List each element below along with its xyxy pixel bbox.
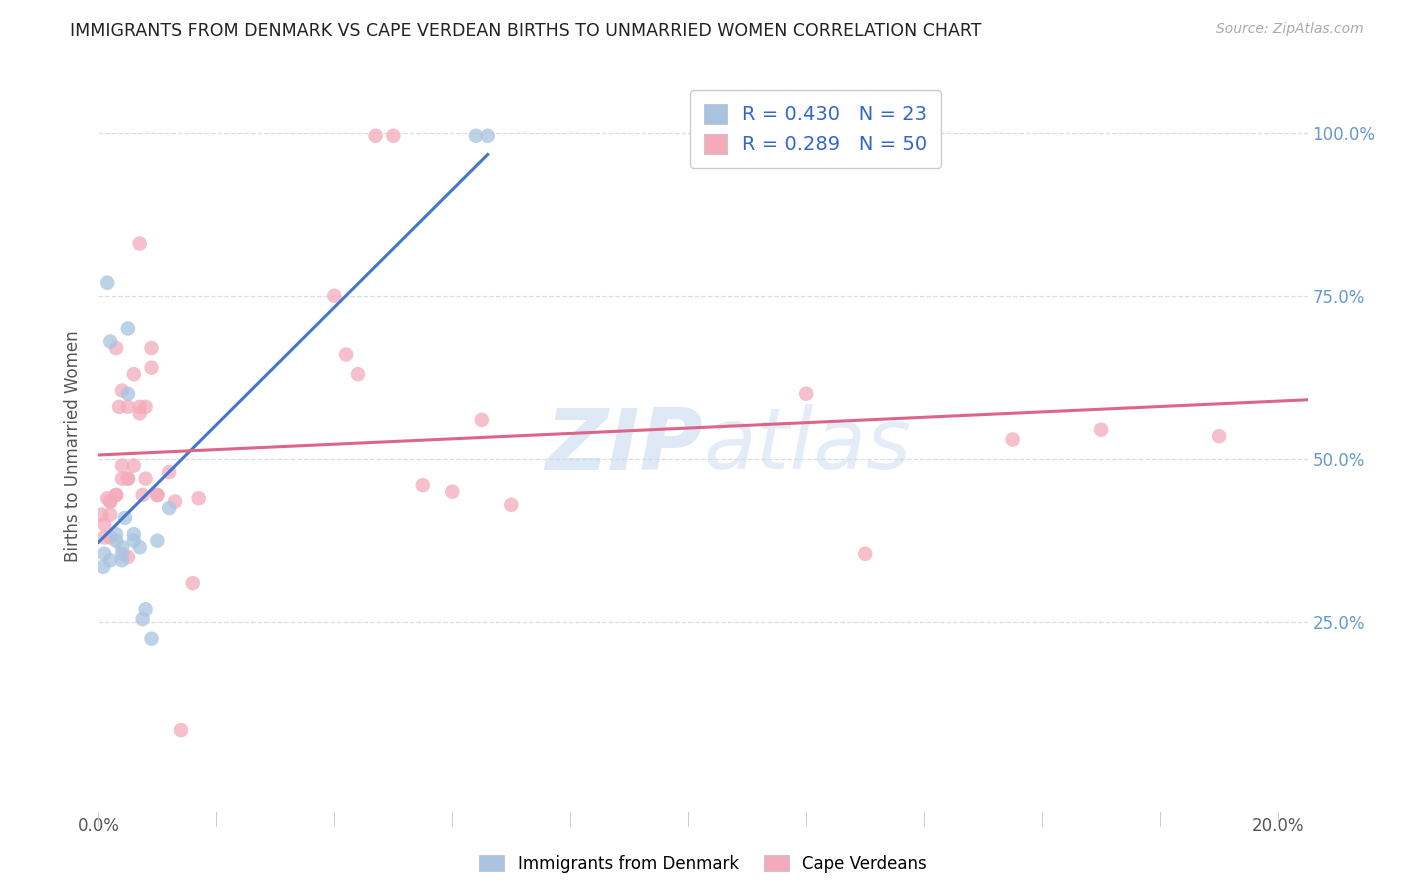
Point [157, 501, 180, 516]
Point [117, 400, 139, 414]
Point [108, 400, 131, 414]
Point [111, 540, 134, 554]
Point [794, 386, 817, 401]
Y-axis label: Births to Unmarried Women: Births to Unmarried Women [65, 330, 83, 562]
Point [96, 491, 118, 506]
Point [853, 547, 876, 561]
Point [471, 413, 494, 427]
Point [93, 517, 115, 532]
Point [93, 530, 115, 544]
Point [111, 547, 134, 561]
Point [382, 128, 405, 143]
Point [135, 602, 157, 616]
Point [441, 484, 464, 499]
Point [96, 276, 118, 290]
Point [157, 465, 180, 479]
Point [146, 488, 169, 502]
Point [1208, 429, 1230, 443]
Point [91, 559, 114, 574]
Point [122, 458, 145, 473]
Point [117, 472, 139, 486]
Point [105, 527, 128, 541]
Point [98, 334, 121, 349]
Point [141, 632, 163, 646]
Point [181, 576, 204, 591]
Text: atlas: atlas [703, 404, 911, 488]
Point [1090, 423, 1112, 437]
Point [364, 128, 387, 143]
Point [477, 128, 499, 143]
Point [105, 488, 128, 502]
Point [105, 488, 128, 502]
Point [323, 289, 346, 303]
Point [98, 530, 121, 544]
Point [170, 723, 193, 737]
Point [464, 128, 486, 143]
Point [128, 540, 150, 554]
Text: IMMIGRANTS FROM DENMARK VS CAPE VERDEAN BIRTHS TO UNMARRIED WOMEN CORRELATION CH: IMMIGRANTS FROM DENMARK VS CAPE VERDEAN … [70, 22, 981, 40]
Point [90, 508, 112, 522]
Point [114, 511, 136, 525]
Point [105, 533, 128, 548]
Text: Source: ZipAtlas.com: Source: ZipAtlas.com [1216, 22, 1364, 37]
Point [117, 472, 139, 486]
Point [146, 488, 169, 502]
Point [93, 547, 115, 561]
Point [122, 367, 145, 381]
Legend: Immigrants from Denmark, Cape Verdeans: Immigrants from Denmark, Cape Verdeans [472, 848, 934, 880]
Point [122, 533, 145, 548]
Point [501, 498, 523, 512]
Point [98, 508, 121, 522]
Legend: R = 0.430   N = 23, R = 0.289   N = 50: R = 0.430 N = 23, R = 0.289 N = 50 [690, 90, 941, 168]
Point [105, 341, 128, 355]
Point [165, 494, 187, 508]
Point [347, 367, 370, 381]
Point [146, 533, 169, 548]
Point [117, 386, 139, 401]
Text: ZIP: ZIP [546, 404, 703, 488]
Point [412, 478, 434, 492]
Point [131, 488, 153, 502]
Point [111, 553, 134, 567]
Point [128, 406, 150, 420]
Point [122, 527, 145, 541]
Point [335, 348, 357, 362]
Point [117, 321, 139, 335]
Point [141, 360, 163, 375]
Point [131, 612, 153, 626]
Point [111, 472, 134, 486]
Point [98, 494, 121, 508]
Point [117, 549, 139, 564]
Point [128, 236, 150, 251]
Point [98, 553, 121, 567]
Point [98, 494, 121, 508]
Point [141, 341, 163, 355]
Point [111, 458, 134, 473]
Point [111, 384, 134, 398]
Point [1001, 433, 1024, 447]
Point [187, 491, 209, 506]
Point [135, 400, 157, 414]
Point [135, 472, 157, 486]
Point [128, 400, 150, 414]
